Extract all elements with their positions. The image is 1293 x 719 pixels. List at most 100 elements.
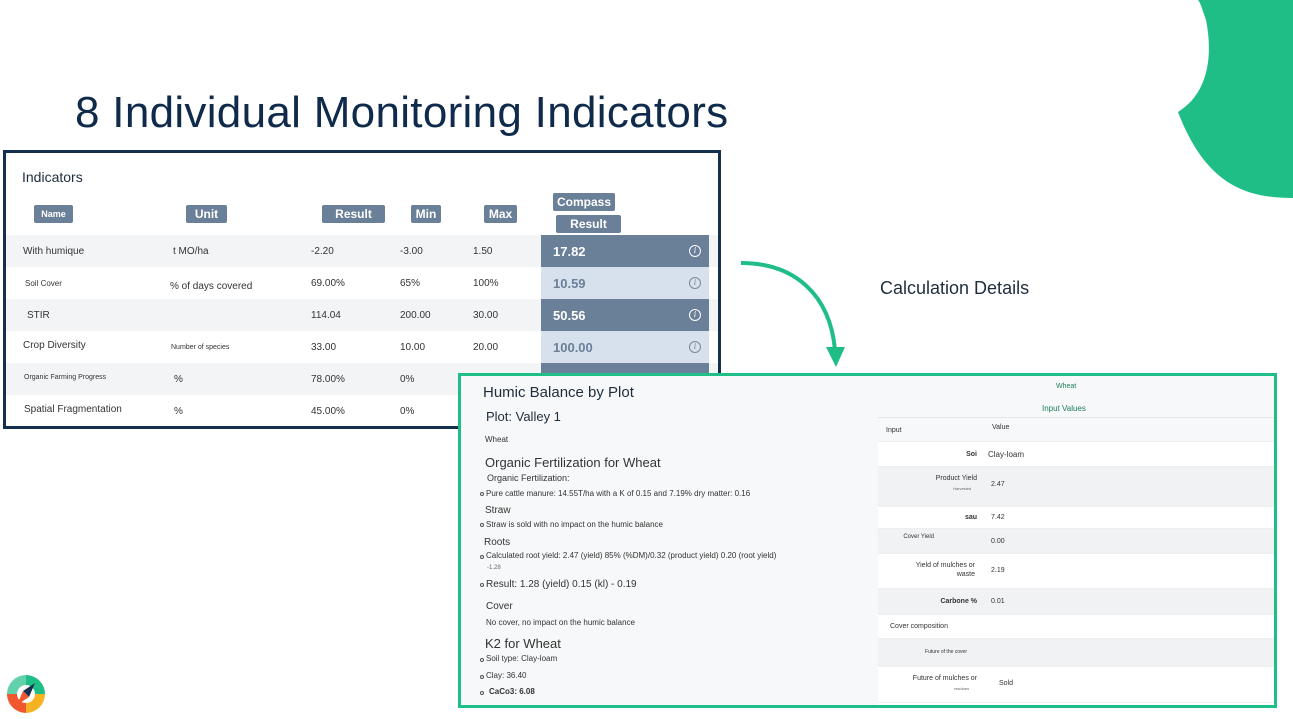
- header-compass-result[interactable]: Result: [556, 215, 621, 233]
- k2-title: K2 for Wheat: [485, 636, 561, 651]
- indicator-result: 78.00%: [311, 373, 345, 385]
- bullet: [480, 658, 484, 662]
- input-value: 0.01: [991, 598, 1005, 605]
- input-label: Carbone %: [940, 598, 977, 605]
- roots-sub: -1.28: [487, 565, 501, 571]
- header-min[interactable]: Min: [411, 205, 441, 223]
- input-label: Cover composition: [890, 623, 948, 630]
- straw-title: Straw: [485, 505, 511, 516]
- clay-value: Clay: 36.40: [486, 671, 527, 680]
- table-row: Soi Clay-loam: [878, 442, 1274, 467]
- slide-title: 8 Individual Monitoring Indicators: [75, 88, 729, 137]
- header-compass[interactable]: Compass: [553, 193, 615, 211]
- indicator-result: 33.00: [311, 341, 337, 353]
- info-icon[interactable]: i: [689, 277, 701, 289]
- input-value: Clay-loam: [988, 450, 1025, 459]
- bullet: [480, 523, 484, 527]
- table-row: Product Yield Harvested 2.47: [878, 467, 1274, 507]
- indicator-result: 114.04: [311, 309, 341, 321]
- indicator-min: 0%: [400, 405, 415, 417]
- plot-name: Plot: Valley 1: [486, 409, 561, 424]
- compass-result-cell: 100.00: [541, 331, 709, 363]
- roots-detail: Calculated root yield: 2.47 (yield) 85% …: [486, 551, 777, 560]
- indicator-max: 30.00: [473, 309, 499, 321]
- info-icon[interactable]: i: [689, 341, 701, 353]
- indicator-name: Soil Cover: [25, 278, 62, 288]
- bullet: [480, 675, 484, 679]
- caco3-value: CaCo3: 6.08: [489, 687, 535, 696]
- indicator-unit: %: [174, 373, 183, 385]
- indicators-panel: Indicators Name Unit Result Min Max Comp…: [3, 150, 721, 429]
- info-icon[interactable]: i: [689, 245, 701, 257]
- table-row: Cover Yield 0.00: [878, 529, 1274, 554]
- indicator-unit: % of days covered: [170, 280, 253, 292]
- header-max[interactable]: Max: [484, 205, 517, 223]
- cover-title: Cover: [486, 601, 513, 612]
- info-icon[interactable]: i: [689, 309, 701, 321]
- indicator-min: 0%: [400, 373, 415, 385]
- organic-fert-label: Organic Fertilization:: [487, 473, 570, 483]
- indicator-row-stir[interactable]: STIR 114.04 200.00 30.00 50.56 i: [6, 299, 718, 331]
- input-value: Sold: [999, 680, 1014, 687]
- indicator-result: -2.20: [311, 245, 334, 257]
- compass-value: 10.59: [553, 275, 586, 291]
- header-result[interactable]: Result: [322, 205, 385, 223]
- indicator-name: Spatial Fragmentation: [24, 403, 122, 415]
- input-label: Cover Yield: [903, 534, 934, 540]
- col-input-header: Input: [886, 427, 902, 434]
- indicator-max: 100%: [473, 277, 499, 289]
- cover-detail: No cover, no impact on the humic balance: [486, 618, 635, 627]
- indicator-name: Crop Diversity: [23, 339, 86, 351]
- input-label: sau: [964, 514, 977, 521]
- header-unit[interactable]: Unit: [186, 205, 227, 223]
- table-row: Carbone % 0.01: [878, 589, 1274, 615]
- input-value: 0.00: [991, 538, 1005, 545]
- bullet: [480, 583, 484, 587]
- indicators-title: Indicators: [22, 169, 83, 185]
- indicator-row-crop-diversity[interactable]: Crop Diversity Number of species 33.00 1…: [6, 331, 718, 363]
- input-sub-label: Harvested: [953, 486, 972, 491]
- indicator-min: 65%: [400, 277, 421, 289]
- compass-result-cell: 10.59: [541, 267, 709, 299]
- result-line: Result: 1.28 (yield) 0.15 (kl) - 0.19: [486, 579, 637, 590]
- indicator-row-spatial-fragmentation[interactable]: Spatial Fragmentation % 45.00% 0%: [6, 395, 718, 426]
- roots-title: Roots: [484, 537, 511, 548]
- compass-value: 100.00: [553, 339, 593, 355]
- compass-value: 50.56: [553, 307, 586, 323]
- curved-arrow-icon: [740, 261, 845, 367]
- indicator-name: With humique: [23, 245, 85, 257]
- input-label: Future of the cover: [925, 649, 967, 655]
- table-row: Cover composition: [878, 615, 1274, 639]
- bullet: [480, 555, 484, 559]
- soil-type: Soil type: Clay-loam: [486, 654, 558, 663]
- input-label: Future of mulches or: [912, 675, 977, 682]
- indicator-unit: Number of species: [171, 343, 230, 351]
- straw-detail: Straw is sold with no impact on the humi…: [486, 520, 663, 529]
- humic-title: Humic Balance by Plot: [483, 384, 634, 401]
- indicator-max: 1.50: [473, 245, 493, 257]
- input-values-title: Input Values: [1042, 404, 1086, 413]
- bullet: [480, 691, 484, 695]
- indicator-result: 45.00%: [311, 405, 345, 417]
- compass-value: 17.82: [553, 243, 586, 259]
- header-name[interactable]: Name: [34, 205, 73, 223]
- table-row: Future of the cover: [878, 639, 1274, 667]
- indicator-min: 10.00: [400, 341, 426, 353]
- organic-fert-detail: Pure cattle manure: 14.55T/ha with a K o…: [486, 489, 751, 498]
- input-values-table: Input Value Soi Clay-loam Product Yield …: [878, 417, 1274, 705]
- input-label: Yield of mulches or waste: [915, 562, 975, 578]
- humic-balance-panel: Humic Balance by Plot Plot: Valley 1 Whe…: [458, 373, 1277, 708]
- organic-fert-title: Organic Fertilization for Wheat: [485, 455, 661, 470]
- indicator-name: Organic Farming Progress: [24, 373, 107, 381]
- table-header-row: Input Value: [878, 418, 1274, 442]
- crop-name: Wheat: [485, 435, 509, 444]
- indicator-row-humique[interactable]: With humique t MO/ha -2.20 -3.00 1.50 17…: [6, 235, 718, 267]
- input-value: 2.47: [991, 481, 1005, 488]
- app-logo-icon: [7, 675, 45, 713]
- input-sub-label: residues: [954, 686, 970, 691]
- indicator-row-soil-cover[interactable]: Soil Cover % of days covered 69.00% 65% …: [6, 267, 718, 299]
- indicator-min: -3.00: [400, 245, 423, 257]
- compass-result-cell: 17.82: [541, 235, 709, 267]
- compass-result-cell: 50.56: [541, 299, 709, 331]
- bullet: [480, 492, 484, 496]
